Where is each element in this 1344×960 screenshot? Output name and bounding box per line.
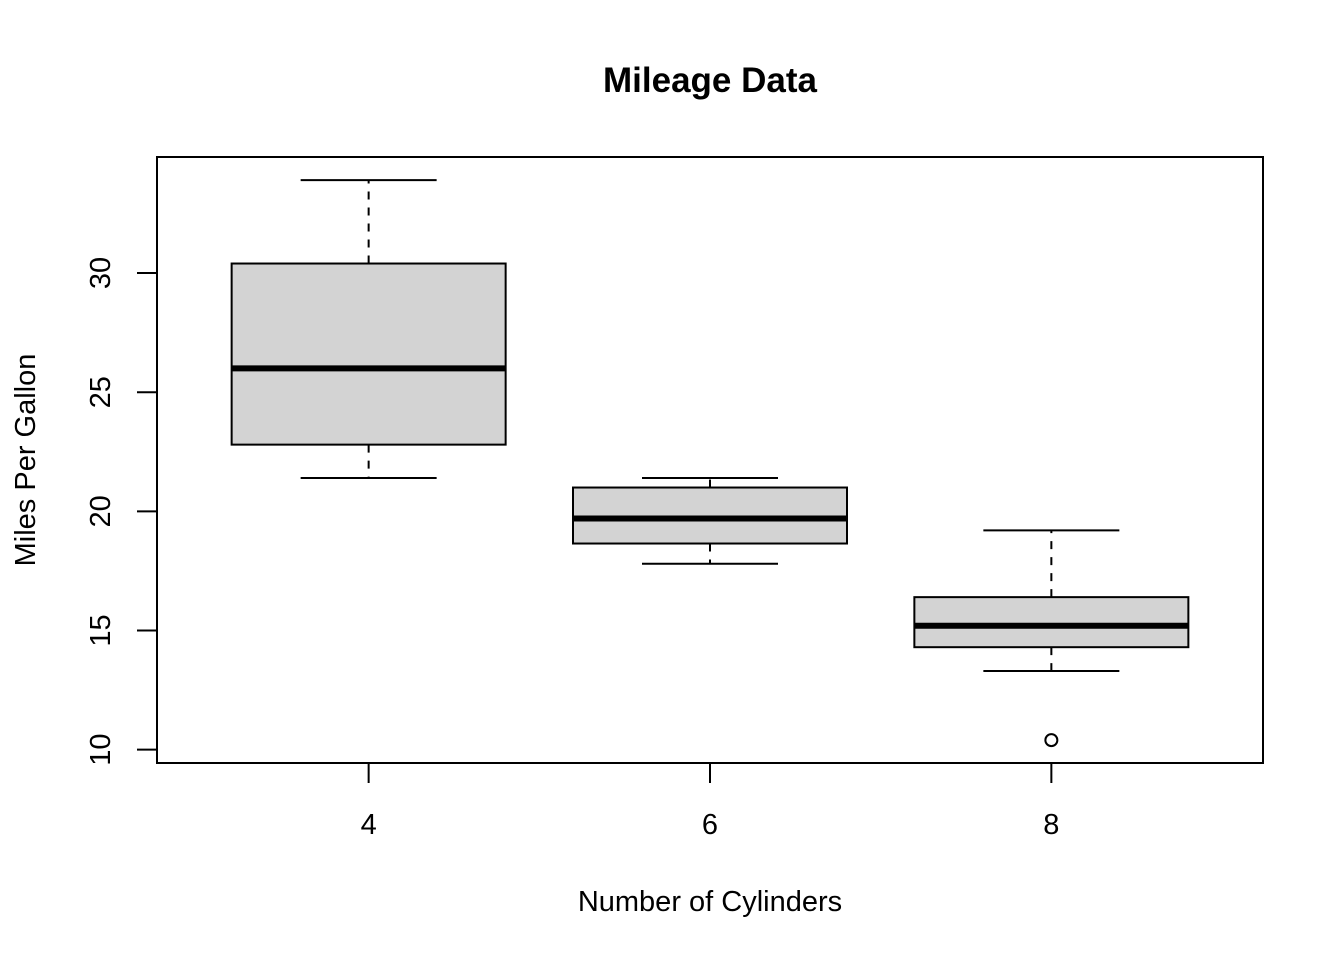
x-tick-label: 4 <box>361 809 377 841</box>
y-axis: 10 15 20 25 30 <box>85 257 158 766</box>
x-axis: 4 6 8 <box>361 763 1059 841</box>
box-group-8 <box>913 529 1190 748</box>
x-axis-label: Number of Cylinders <box>578 886 842 918</box>
x-tick-label: 8 <box>1043 809 1059 841</box>
x-tick-label: 6 <box>702 809 718 841</box>
y-tick-label: 25 <box>85 376 117 408</box>
y-tick-label: 30 <box>85 257 117 289</box>
box-group-6 <box>572 476 848 565</box>
y-axis-label: Miles Per Gallon <box>10 354 42 567</box>
plot-frame <box>156 156 1264 764</box>
y-tick-label: 15 <box>85 614 117 646</box>
box-group-4 <box>230 179 507 479</box>
iqr-box <box>230 262 507 446</box>
y-tick-label: 20 <box>85 495 117 527</box>
outlier-point <box>1044 733 1059 748</box>
boxes-layer <box>230 179 1190 748</box>
chart-title: Mileage Data <box>603 61 817 100</box>
iqr-box <box>913 596 1190 649</box>
y-tick-label: 10 <box>85 734 117 766</box>
